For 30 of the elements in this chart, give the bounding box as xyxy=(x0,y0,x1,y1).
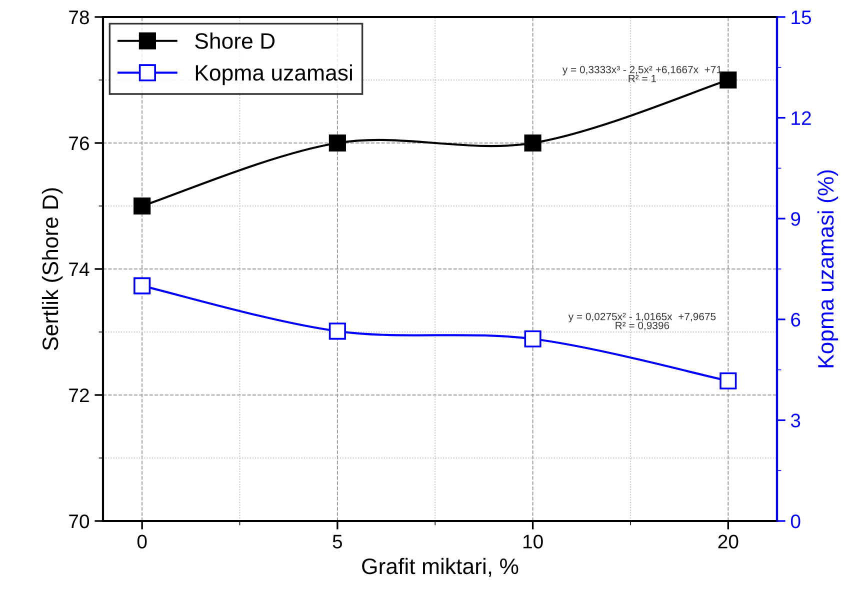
x-tick-label: 0 xyxy=(137,534,147,548)
y2-tick-label: 15 xyxy=(792,10,812,24)
y2-axis-title: Kopma uzamasi (%) xyxy=(817,170,838,368)
point xyxy=(134,197,151,215)
y2-tick-label: 12 xyxy=(792,111,811,125)
x-axis-title: Grafit miktari, % xyxy=(362,558,518,577)
x-tick-label: 20 xyxy=(718,534,738,548)
annotation: y = 0,3333x³ - 2,5x² +6,1667x +71 R² = 1 xyxy=(562,66,722,82)
point xyxy=(720,71,737,89)
y2-tick-label: 0 xyxy=(790,514,800,528)
y-tick-label: 76 xyxy=(69,136,89,150)
y-tick-label: 72 xyxy=(69,388,89,402)
point xyxy=(524,134,542,152)
y2-tick-label: 9 xyxy=(791,212,800,226)
y-axis-title: Sertlik (Shore D) xyxy=(42,188,63,350)
point xyxy=(134,277,151,294)
y-tick-label: 78 xyxy=(69,10,89,24)
y2-tick-label: 3 xyxy=(790,414,800,428)
y-tick-label: 70 xyxy=(69,514,90,528)
point xyxy=(328,322,346,340)
y-tick-label: 74 xyxy=(69,262,90,276)
legend-label: Kopma uzamasi xyxy=(196,64,352,86)
point xyxy=(524,330,542,348)
legend-label: Shore D xyxy=(195,32,275,49)
point xyxy=(720,372,737,390)
point xyxy=(328,134,346,152)
y2-tick-label: 6 xyxy=(791,312,800,327)
x-tick-label: 5 xyxy=(332,534,342,548)
annotation: y = 0,0275x² - 1,0165x +7,9675 R² = 0,9396 xyxy=(568,312,716,330)
x-tick-label: 10 xyxy=(523,534,543,548)
